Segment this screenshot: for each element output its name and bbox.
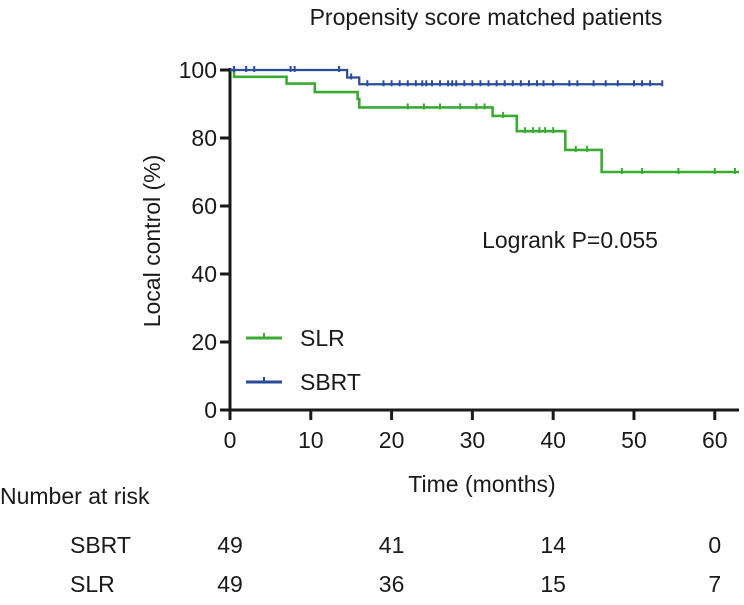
series-line-slr — [230, 68, 739, 174]
axes: 0 20 40 60 80 100 0 10 20 30 40 50 60 — [179, 57, 739, 453]
risk-value-slr: 7 — [708, 571, 721, 597]
x-tick-label: 50 — [621, 427, 647, 453]
x-tick-label: 10 — [298, 427, 324, 453]
risk-value-sbrt: 14 — [540, 532, 566, 558]
legend: SLR SBRT — [246, 325, 361, 395]
risk-row-label-sbrt: SBRT — [70, 532, 131, 558]
risk-table-title: Number at risk — [0, 483, 150, 509]
chart-title: Propensity score matched patients — [310, 4, 663, 30]
y-tick-label: 80 — [191, 125, 217, 151]
y-tick-label: 20 — [191, 329, 217, 355]
legend-label-slr: SLR — [300, 325, 345, 351]
risk-table: Number at risk SBRT 49 41 14 0 SLR 49 36 15 7 — [0, 483, 721, 597]
x-axis-label: Time (months) — [408, 471, 555, 497]
risk-value-sbrt: 49 — [217, 532, 243, 558]
risk-value-slr: 36 — [379, 571, 405, 597]
risk-value-slr: 15 — [540, 571, 566, 597]
risk-value-slr: 49 — [217, 571, 243, 597]
y-tick-label: 0 — [204, 397, 217, 423]
y-tick-label: 40 — [191, 261, 217, 287]
y-tick-label: 60 — [191, 193, 217, 219]
y-axis-label: Local control (%) — [139, 155, 165, 328]
series-line-sbrt — [230, 68, 663, 86]
x-tick-label: 60 — [702, 427, 728, 453]
x-tick-label: 30 — [460, 427, 486, 453]
x-tick-label: 40 — [540, 427, 566, 453]
risk-row-label-slr: SLR — [70, 571, 115, 597]
x-tick-label: 20 — [379, 427, 405, 453]
legend-label-sbrt: SBRT — [300, 369, 361, 395]
risk-value-sbrt: 41 — [379, 532, 405, 558]
y-tick-label: 100 — [179, 57, 217, 83]
series-layer — [230, 66, 739, 174]
logrank-annotation: Logrank P=0.055 — [482, 227, 658, 253]
x-tick-label: 0 — [224, 427, 237, 453]
risk-value-sbrt: 0 — [708, 532, 721, 558]
